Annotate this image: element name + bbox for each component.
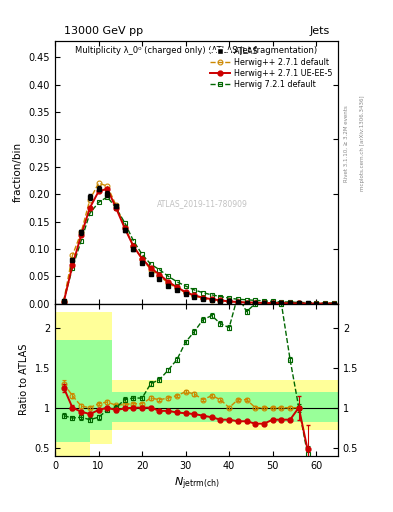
Text: 13000 GeV pp: 13000 GeV pp [64,26,143,36]
Bar [112,392,351,422]
Bar [112,380,351,430]
Bar [90,312,112,444]
Legend: ATLAS, Herwig++ 2.7.1 default, Herwig++ 2.7.1 UE-EE-5, Herwig 7.2.1 default: ATLAS, Herwig++ 2.7.1 default, Herwig++ … [208,45,334,90]
Y-axis label: fraction/bin: fraction/bin [13,142,23,202]
Y-axis label: Ratio to ATLAS: Ratio to ATLAS [19,344,29,415]
Text: Rivet 3.1.10, ≥ 3.2M events: Rivet 3.1.10, ≥ 3.2M events [344,105,349,182]
Text: Multiplicity λ_0⁰ (charged only) (ATLAS jet fragmentation): Multiplicity λ_0⁰ (charged only) (ATLAS … [75,46,318,55]
X-axis label: $N_{\mathregular{jetrm(ch)}}$: $N_{\mathregular{jetrm(ch)}}$ [174,476,219,493]
Bar [55,312,90,456]
Text: ATLAS_2019-11-780909: ATLAS_2019-11-780909 [157,199,248,208]
Text: Jets: Jets [309,26,329,36]
Text: mcplots.cern.ch [arXiv:1306.3436]: mcplots.cern.ch [arXiv:1306.3436] [360,96,365,191]
Bar [90,339,112,430]
Bar [55,339,90,442]
